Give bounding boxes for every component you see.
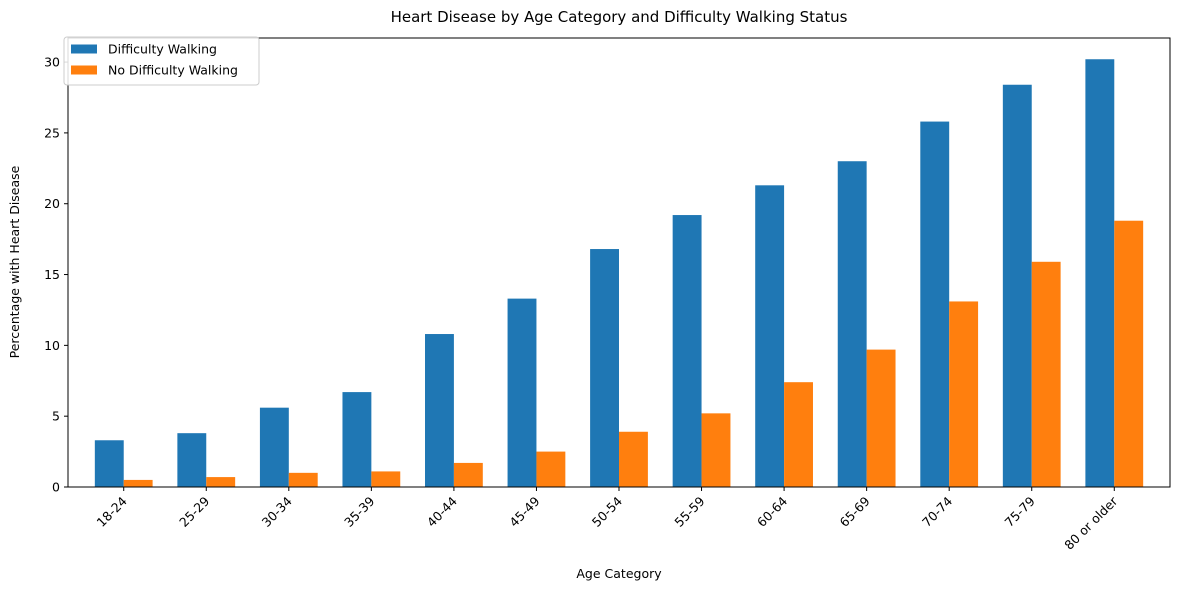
bar-difficulty-walking-11 [1002, 84, 1032, 488]
y-tick-label: 25 [44, 125, 60, 140]
y-axis-label: Percentage with Heart Disease [7, 165, 22, 358]
x-tick-label: 25-29 [176, 493, 212, 529]
bar-difficulty-walking-4 [425, 334, 454, 487]
y-tick-label: 15 [44, 267, 60, 282]
x-tick-label: 45-49 [506, 493, 542, 529]
x-tick-label: 65-69 [836, 493, 872, 529]
bar-no-difficulty-walking-6 [619, 431, 648, 487]
legend-swatch [71, 65, 97, 75]
plot-area: 0 5 10 15 20 25 30 18-24 25-29 30-34 35-39 40-44 45-… [44, 55, 1144, 553]
bar-no-difficulty-walking-7 [701, 413, 731, 487]
bar-no-difficulty-walking-4 [453, 462, 483, 487]
bar-no-difficulty-walking-8 [784, 382, 813, 487]
y-tick-label: 10 [44, 338, 60, 353]
x-tick-label: 50-54 [589, 493, 625, 529]
legend-frame [63, 36, 260, 86]
x-axis-label: Age Category [576, 566, 662, 581]
legend-label: Difficulty Walking [108, 42, 217, 57]
x-tick-label: 75-79 [1002, 493, 1038, 529]
y-tick-label: 5 [52, 409, 60, 424]
bar-difficulty-walking-6 [590, 249, 619, 487]
x-tick-label: 40-44 [424, 493, 460, 529]
x-tick-label: 80 or older [1061, 493, 1121, 553]
bar-no-difficulty-walking-1 [206, 477, 236, 487]
x-tick-label: 60-64 [754, 493, 790, 529]
legend-swatch [71, 44, 97, 54]
x-tick-label: 18-24 [94, 493, 130, 529]
bar-difficulty-walking-7 [672, 215, 702, 488]
x-tick-label: 30-34 [259, 493, 295, 529]
x-tick-label: 35-39 [341, 493, 377, 529]
x-tick-label: 70-74 [919, 493, 955, 529]
bar-difficulty-walking-0 [94, 440, 124, 487]
bar-no-difficulty-walking-9 [866, 349, 896, 487]
plot-frame [67, 37, 1171, 488]
chart-title: Heart Disease by Age Category and Diffic… [391, 8, 848, 26]
bar-no-difficulty-walking-3 [371, 471, 401, 487]
legend: Difficulty Walking No Difficulty Walking [63, 36, 260, 86]
bar-difficulty-walking-1 [177, 433, 207, 487]
bar-difficulty-walking-8 [755, 185, 785, 487]
bar-difficulty-walking-3 [342, 392, 372, 487]
bar-no-difficulty-walking-12 [1114, 220, 1144, 487]
bar-no-difficulty-walking-5 [536, 451, 566, 487]
bar-difficulty-walking-10 [920, 121, 950, 487]
y-tick-label: 30 [44, 55, 60, 70]
bar-no-difficulty-walking-2 [288, 472, 318, 487]
legend-label: No Difficulty Walking [108, 63, 238, 78]
bar-difficulty-walking-2 [259, 407, 289, 487]
bar-difficulty-walking-9 [837, 161, 867, 488]
bar-no-difficulty-walking-10 [949, 301, 979, 487]
bar-difficulty-walking-12 [1085, 59, 1115, 487]
bar-no-difficulty-walking-0 [123, 479, 153, 487]
y-tick-label: 0 [52, 480, 60, 495]
y-tick-label: 20 [44, 196, 60, 211]
x-tick-label: 55-59 [671, 493, 707, 529]
bar-difficulty-walking-5 [507, 298, 537, 487]
bar-no-difficulty-walking-11 [1031, 261, 1061, 487]
